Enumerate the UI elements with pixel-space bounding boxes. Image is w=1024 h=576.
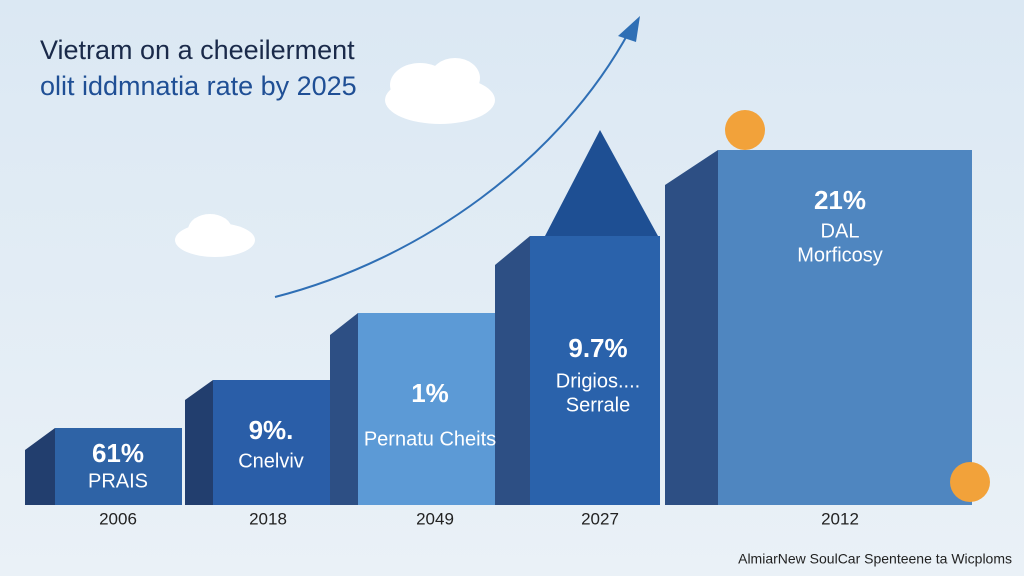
trend-arrow: [274, 29, 631, 298]
block-label: PRAIS: [88, 470, 148, 492]
block-value: 9.7%: [568, 333, 627, 363]
block-value: 9%.: [249, 415, 294, 445]
year-label: 2006: [99, 509, 137, 528]
block-value: 21%: [814, 185, 866, 215]
year-label: 2049: [416, 509, 454, 528]
title: Vietram on a cheeilerment: [40, 35, 355, 65]
block-shapes: [25, 110, 990, 505]
block-label: DAL: [821, 220, 860, 242]
block-label: Drigios....: [556, 370, 640, 392]
block-sublabel: Morficosy: [797, 244, 883, 266]
year-label: 2027: [581, 509, 619, 528]
footer: AlmiarNew SoulCar Spenteene ta Wicploms: [738, 551, 1012, 567]
subtitle: olit iddmnatia rate by 2025: [40, 71, 357, 101]
block-sublabel: Serrale: [566, 394, 630, 416]
year-label: 2018: [249, 509, 287, 528]
block-label: Pernatu Cheits: [364, 428, 496, 450]
clouds: [175, 58, 495, 257]
year-label: 2012: [821, 509, 859, 528]
block-label: Cnelviv: [238, 450, 304, 472]
arrow-head: [618, 16, 640, 42]
block-value: 1%: [411, 378, 449, 408]
block-value: 61%: [92, 438, 144, 468]
